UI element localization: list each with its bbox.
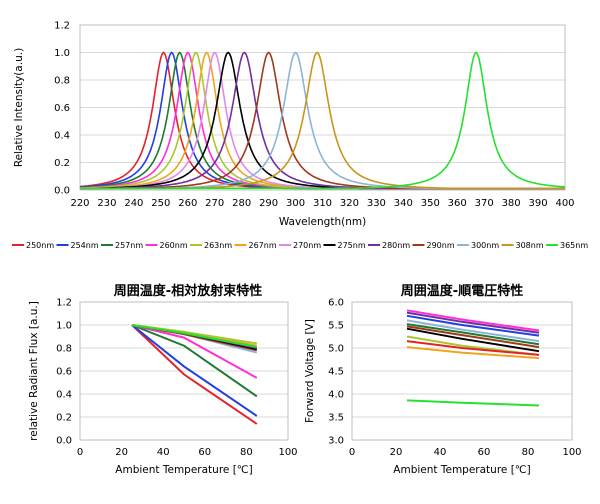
data-series-line-8 [406, 340, 540, 356]
legend-label: 254nm [71, 241, 99, 250]
x-tick-label: 240 [124, 198, 143, 209]
x-tick-label: 80 [522, 447, 535, 458]
data-series-line-9 [406, 346, 540, 360]
y-tick-label: 6.0 [328, 298, 344, 309]
x-tick-label: 370 [475, 198, 494, 209]
x-tick-label: 390 [529, 198, 548, 209]
x-axis-label: Ambient Temperature [℃] [115, 464, 252, 476]
data-series-line-6 [406, 327, 540, 353]
plot-area-border [351, 301, 573, 441]
y-tick-label: 3.0 [328, 436, 344, 447]
x-tick-label: 300 [286, 198, 305, 209]
y-tick-label: 5.0 [328, 344, 344, 355]
legend-label: 365nm [560, 241, 588, 250]
y-tick-label: 4.0 [328, 390, 344, 401]
data-series-line-3 [131, 324, 258, 379]
x-tick-label: 230 [97, 198, 116, 209]
y-tick-label: 0.2 [56, 413, 72, 424]
y-axis-label: Forward Voltage [V] [304, 319, 316, 423]
y-tick-label: 0.2 [54, 158, 70, 169]
x-tick-label: 40 [434, 447, 447, 458]
plot-area-border [79, 301, 289, 441]
y-tick-label: 0.6 [56, 367, 72, 378]
x-tick-label: 20 [115, 447, 128, 458]
x-tick-label: 400 [555, 198, 574, 209]
y-tick-label: 1.0 [54, 48, 70, 59]
y-tick-label: 0.8 [56, 344, 72, 355]
y-tick-label: 0.6 [54, 103, 70, 114]
y-tick-label: 0.4 [54, 131, 70, 142]
x-tick-label: 80 [240, 447, 253, 458]
data-series-line-0 [406, 309, 540, 332]
legend-label: 300nm [471, 241, 499, 250]
x-tick-label: 270 [205, 198, 224, 209]
data-series-line-4 [406, 323, 540, 346]
data-series-line-0 [131, 324, 258, 425]
x-tick-label: 250 [151, 198, 170, 209]
legend-label: 257nm [115, 241, 143, 250]
x-tick-label: 100 [562, 447, 581, 458]
y-axis-label: relative Radiant Flux [a.u.] [28, 301, 40, 441]
x-tick-label: 60 [198, 447, 211, 458]
x-tick-label: 60 [478, 447, 491, 458]
x-tick-label: 260 [178, 198, 197, 209]
x-tick-label: 350 [421, 198, 440, 209]
data-series-line-10 [131, 324, 257, 348]
x-tick-label: 280 [232, 198, 251, 209]
y-tick-label: 0.0 [56, 436, 72, 447]
legend-label: 275nm [338, 241, 366, 250]
legend-label: 280nm [382, 241, 410, 250]
y-tick-label: 3.5 [328, 413, 344, 424]
x-axis-label: Ambient Temperature [℃] [393, 464, 530, 476]
x-tick-label: 220 [70, 198, 89, 209]
x-tick-label: 0 [77, 447, 83, 458]
spectrum-line-365nm [80, 51, 566, 190]
x-axis-label: Wavelength(nm) [279, 216, 366, 228]
x-tick-label: 40 [157, 447, 170, 458]
y-tick-label: 0.0 [54, 186, 70, 197]
legend-label: 267nm [249, 241, 277, 250]
chart-title: 周囲温度-相対放射束特性 [114, 283, 262, 299]
y-axis-label: Relative Intensity(a.u.) [13, 48, 25, 167]
spectrum-line-308nm [80, 51, 565, 190]
data-series-line-2 [131, 324, 258, 398]
x-tick-label: 380 [502, 198, 521, 209]
data-series-line-1 [131, 324, 258, 417]
data-series-line-5 [406, 325, 540, 349]
data-series-line-2 [406, 314, 540, 337]
y-tick-label: 0.4 [56, 390, 72, 401]
plot-area-border [79, 24, 566, 191]
y-tick-label: 0.8 [54, 76, 70, 87]
x-tick-label: 310 [313, 198, 332, 209]
y-tick-label: 4.5 [328, 367, 344, 378]
x-tick-label: 320 [340, 198, 359, 209]
y-tick-label: 5.5 [328, 321, 344, 332]
y-tick-label: 1.0 [56, 321, 72, 332]
x-tick-label: 20 [390, 447, 403, 458]
data-series-line-3 [406, 319, 540, 343]
x-tick-label: 340 [394, 198, 413, 209]
x-tick-label: 360 [448, 198, 467, 209]
data-series-line-1 [406, 311, 540, 334]
y-tick-label: 1.2 [56, 298, 72, 309]
y-tick-label: 1.2 [54, 21, 70, 32]
chart-title: 周囲温度-順電圧特性 [401, 283, 523, 299]
legend-label: 250nm [26, 241, 54, 250]
x-tick-label: 290 [259, 198, 278, 209]
legend-label: 270nm [293, 241, 321, 250]
legend-label: 308nm [516, 241, 544, 250]
legend-label: 290nm [427, 241, 455, 250]
x-tick-label: 0 [349, 447, 355, 458]
data-series-line-10 [406, 399, 540, 407]
legend-label: 263nm [204, 241, 232, 250]
legend-label: 260nm [160, 241, 188, 250]
x-tick-label: 330 [367, 198, 386, 209]
x-tick-label: 100 [278, 447, 297, 458]
